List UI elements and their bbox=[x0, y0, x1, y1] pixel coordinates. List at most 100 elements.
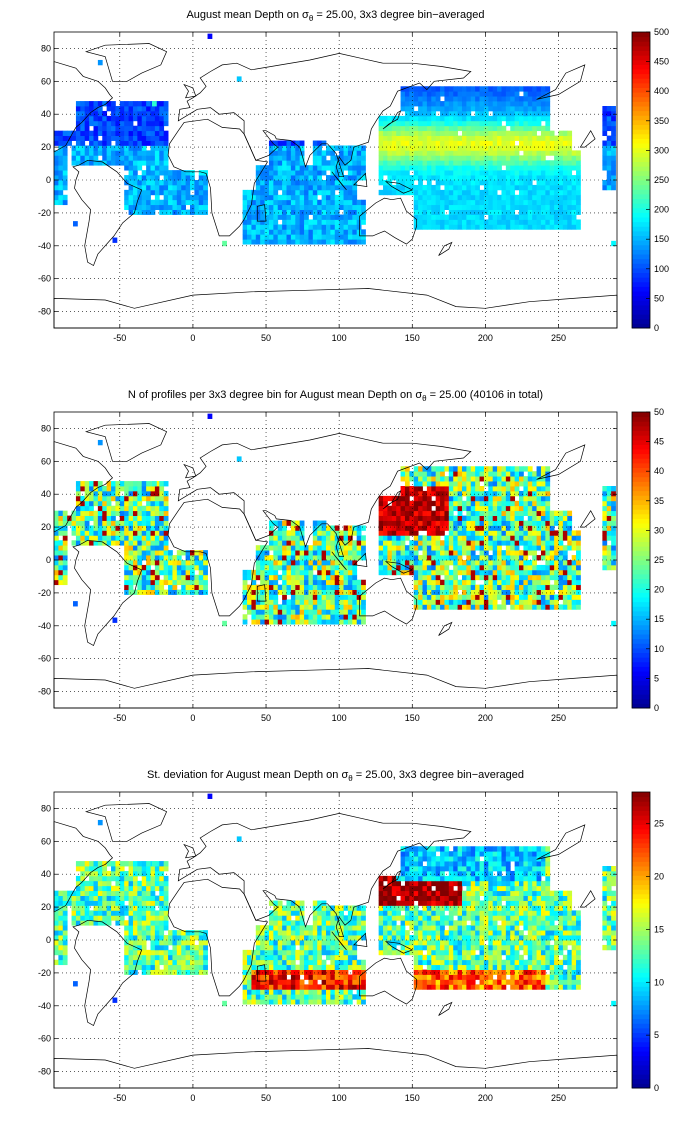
heatmap-cell bbox=[413, 505, 419, 512]
heatmap-cell bbox=[154, 589, 160, 595]
heatmap-cell bbox=[137, 505, 143, 512]
heatmap-cell bbox=[304, 609, 309, 615]
heatmap-cell bbox=[119, 875, 125, 882]
heatmap-cell bbox=[422, 564, 428, 571]
heatmap-cell bbox=[334, 550, 340, 556]
heatmap-cell bbox=[132, 150, 138, 156]
heatmap-cell bbox=[536, 594, 542, 600]
heatmap-cell bbox=[519, 520, 524, 526]
heatmap-cell bbox=[611, 486, 616, 492]
heatmap-cell bbox=[185, 194, 191, 201]
heatmap-cell bbox=[84, 510, 90, 516]
heatmap-cell bbox=[58, 895, 64, 901]
heatmap-cell bbox=[62, 170, 68, 176]
heatmap-cell bbox=[339, 165, 344, 171]
heatmap-cell bbox=[128, 486, 134, 492]
heatmap-cell bbox=[514, 101, 520, 107]
heatmap-cell bbox=[431, 481, 437, 487]
heatmap-cell bbox=[106, 900, 112, 906]
heatmap-cell bbox=[273, 145, 279, 151]
heatmap-cell bbox=[448, 184, 454, 191]
heatmap-cell bbox=[501, 510, 507, 516]
heatmap-cell bbox=[602, 515, 608, 521]
heatmap-cell bbox=[497, 481, 502, 487]
heatmap-cell bbox=[611, 125, 616, 132]
heatmap-cell bbox=[352, 214, 358, 220]
heatmap-cell bbox=[282, 564, 287, 571]
heatmap-cell bbox=[549, 145, 555, 151]
heatmap-cell bbox=[132, 155, 138, 161]
heatmap-cell bbox=[523, 135, 529, 141]
heatmap-cell bbox=[84, 905, 90, 911]
heatmap-cell bbox=[523, 204, 529, 210]
heatmap-cell bbox=[356, 540, 362, 546]
heatmap-cell bbox=[483, 175, 489, 181]
heatmap-cell bbox=[115, 495, 121, 502]
heatmap-cell bbox=[479, 96, 485, 102]
heatmap-cell bbox=[343, 150, 349, 156]
x-tick-label: 0 bbox=[190, 713, 195, 723]
heatmap-cell bbox=[361, 594, 366, 600]
heatmap-cell bbox=[391, 175, 397, 181]
heatmap-cell bbox=[251, 224, 257, 230]
heatmap-cell bbox=[181, 589, 187, 595]
heatmap-cell bbox=[172, 555, 178, 561]
heatmap-cell bbox=[80, 535, 86, 541]
heatmap-cell bbox=[62, 574, 68, 581]
heatmap-cell bbox=[536, 194, 542, 201]
heatmap-cell bbox=[567, 140, 573, 146]
chart-title-subscript: θ bbox=[309, 14, 314, 23]
heatmap-cell bbox=[422, 535, 428, 541]
heatmap-cell bbox=[562, 545, 568, 551]
heatmap-cell bbox=[475, 530, 480, 536]
heatmap-cell bbox=[505, 545, 511, 551]
heatmap-cell bbox=[532, 569, 537, 576]
heatmap-cell bbox=[282, 209, 287, 215]
heatmap-cell bbox=[146, 481, 151, 487]
heatmap-cell bbox=[282, 569, 287, 576]
heatmap-cell bbox=[260, 594, 265, 600]
heatmap-cell bbox=[282, 180, 287, 186]
heatmap-cell bbox=[128, 184, 134, 191]
heatmap-cell bbox=[611, 115, 616, 122]
heatmap-cell bbox=[527, 145, 533, 151]
heatmap-cell bbox=[536, 574, 542, 581]
heatmap-cell bbox=[383, 140, 388, 146]
heatmap-cell bbox=[527, 574, 533, 581]
heatmap-cell bbox=[352, 584, 358, 590]
heatmap-cell bbox=[128, 584, 134, 590]
heatmap-cell bbox=[387, 160, 393, 166]
heatmap-cell bbox=[128, 569, 134, 576]
heatmap-cell bbox=[132, 895, 138, 901]
heatmap-cell bbox=[334, 535, 340, 541]
heatmap-cell bbox=[404, 110, 410, 117]
heatmap-cell bbox=[567, 170, 573, 176]
heatmap-cell bbox=[567, 560, 573, 566]
heatmap-cell bbox=[558, 130, 564, 136]
heatmap-cell bbox=[396, 505, 401, 512]
heatmap-cell bbox=[448, 145, 454, 151]
heatmap-cell bbox=[128, 555, 134, 561]
heatmap-cell bbox=[71, 540, 77, 546]
heatmap-cell bbox=[457, 540, 463, 546]
x-tick-label: 100 bbox=[332, 713, 347, 723]
heatmap-cell bbox=[128, 140, 134, 146]
heatmap-cell bbox=[562, 604, 568, 610]
heatmap-cell bbox=[277, 520, 283, 526]
heatmap-cell bbox=[527, 476, 533, 482]
heatmap-cell bbox=[137, 120, 143, 127]
heatmap-cell bbox=[492, 510, 498, 516]
heatmap-cell bbox=[321, 579, 327, 586]
heatmap-cell bbox=[527, 515, 533, 521]
heatmap-cell bbox=[304, 170, 309, 176]
heatmap-cell bbox=[391, 189, 397, 196]
heatmap-cell bbox=[505, 199, 511, 206]
heatmap-cell bbox=[172, 170, 178, 176]
heatmap-cell bbox=[475, 560, 480, 566]
heatmap-cell bbox=[54, 170, 59, 176]
y-tick-label: -60 bbox=[38, 654, 51, 664]
heatmap-cell bbox=[523, 560, 529, 566]
heatmap-cell bbox=[172, 189, 178, 196]
heatmap-cell bbox=[523, 594, 529, 600]
heatmap-cell bbox=[317, 614, 323, 620]
